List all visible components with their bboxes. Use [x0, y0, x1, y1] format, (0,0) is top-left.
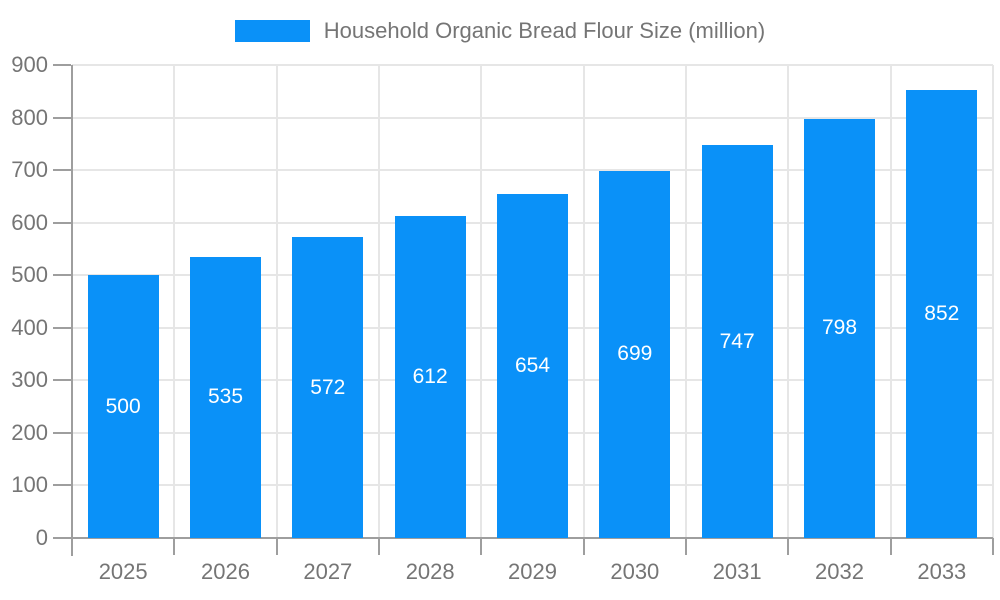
y-axis-tick-label: 200 — [11, 419, 48, 445]
y-axis-tick-label: 600 — [11, 209, 48, 235]
x-axis-tick — [685, 538, 687, 555]
x-axis-tick — [275, 538, 278, 555]
gridline-vertical — [275, 65, 278, 538]
x-axis-category-label: 2030 — [610, 559, 660, 584]
x-axis-category-label: 2026 — [201, 559, 250, 584]
gridline-vertical — [992, 65, 994, 538]
y-axis-tick — [53, 537, 71, 539]
x-axis-tick — [480, 538, 483, 555]
y-axis-tick-label: 900 — [11, 52, 48, 77]
legend-item[interactable]: Household Organic Bread Flour Size (mill… — [0, 18, 1000, 44]
y-axis-tick — [53, 116, 71, 119]
y-axis-tick-label: 400 — [11, 314, 48, 340]
gridline-vertical — [480, 65, 483, 538]
gridline-horizontal — [72, 64, 993, 66]
y-axis-line — [71, 65, 73, 556]
x-axis-category-label: 2027 — [303, 559, 353, 584]
x-axis-tick — [378, 538, 380, 555]
x-axis-category-label: 2025 — [98, 559, 148, 584]
bar-2030[interactable] — [599, 170, 671, 538]
gridline-vertical — [685, 65, 687, 538]
y-axis-tick-label: 300 — [11, 367, 48, 393]
x-axis-category-label: 2029 — [508, 559, 557, 584]
y-axis-tick — [53, 326, 71, 329]
y-axis-tick-label: 500 — [11, 262, 48, 288]
y-axis-tick — [53, 274, 71, 277]
bar-2025[interactable] — [87, 275, 159, 538]
y-axis-tick — [53, 484, 71, 487]
plot-area: 0 100 200 300 400 500 600 700 800 900 500 2025 535 20… — [11, 54, 994, 584]
bar-2028[interactable] — [394, 216, 466, 538]
x-axis-tick — [71, 538, 73, 555]
y-axis-tick — [53, 221, 71, 224]
x-axis-tick — [582, 538, 585, 555]
gridline-vertical — [582, 65, 585, 538]
gridline-vertical — [173, 65, 176, 538]
gridline-vertical — [889, 65, 892, 538]
bar-2031[interactable] — [701, 145, 773, 538]
bar-2029[interactable] — [497, 194, 568, 538]
x-axis-category-label: 2031 — [712, 559, 762, 584]
y-axis-tick-label: 100 — [11, 472, 48, 498]
y-axis-tick-label: 800 — [11, 104, 48, 130]
x-axis-category-label: 2028 — [405, 559, 455, 584]
x-axis-tick — [992, 538, 994, 555]
y-axis-tick — [53, 431, 71, 434]
x-axis-category-label: 2033 — [917, 559, 967, 584]
x-axis-tick — [889, 538, 892, 555]
x-axis-tick — [173, 538, 176, 555]
x-axis-category-label: 2032 — [815, 559, 864, 584]
bar-2026[interactable] — [190, 256, 261, 538]
gridline-vertical — [378, 65, 380, 538]
y-axis-tick — [53, 169, 71, 172]
bar-2032[interactable] — [804, 118, 875, 538]
legend-swatch — [234, 20, 310, 42]
y-axis-tick-label: 0 — [35, 525, 48, 550]
gridline-vertical — [787, 65, 790, 538]
y-axis-tick-label: 700 — [11, 157, 48, 183]
x-axis-tick — [787, 538, 790, 555]
legend-label: Household Organic Bread Flour Size (mill… — [323, 18, 766, 43]
bar-2033[interactable] — [906, 90, 978, 538]
bar-2027[interactable] — [292, 237, 364, 538]
y-axis-tick — [53, 379, 71, 382]
y-axis-tick — [53, 64, 71, 66]
